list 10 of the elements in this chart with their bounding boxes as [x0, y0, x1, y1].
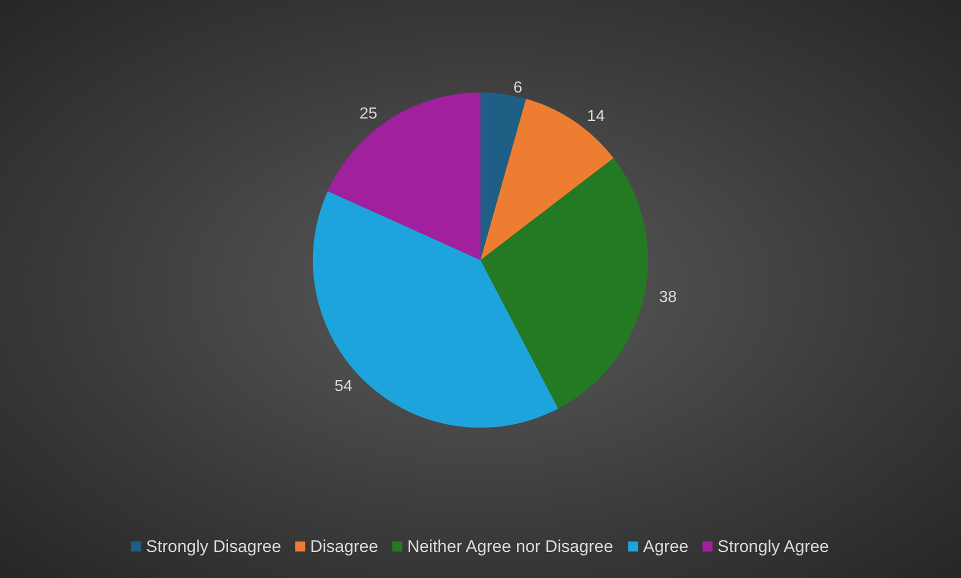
- legend-label: Neither Agree nor Disagree: [407, 537, 614, 556]
- data-label: 54: [334, 378, 352, 395]
- data-label: 25: [360, 106, 378, 123]
- legend-label: Strongly Agree: [718, 537, 830, 556]
- data-label: 38: [659, 289, 677, 306]
- legend-label: Disagree: [310, 537, 378, 556]
- data-label: 14: [586, 108, 605, 125]
- legend-label: Agree: [643, 537, 689, 556]
- legend-label: Strongly Disagree: [146, 537, 282, 556]
- data-label: 6: [513, 80, 522, 97]
